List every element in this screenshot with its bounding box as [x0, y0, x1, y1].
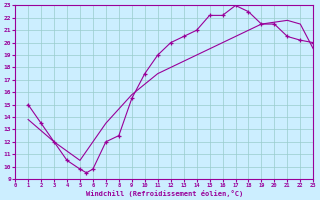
X-axis label: Windchill (Refroidissement éolien,°C): Windchill (Refroidissement éolien,°C) [85, 190, 243, 197]
